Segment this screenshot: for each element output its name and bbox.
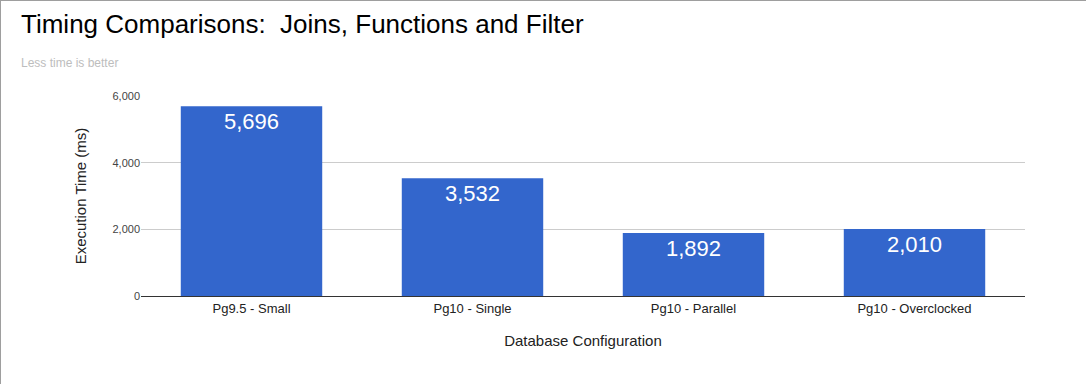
svg-text:6,000: 6,000 (112, 90, 140, 102)
svg-text:Pg9.5 - Small: Pg9.5 - Small (212, 301, 290, 316)
svg-text:0: 0 (134, 290, 140, 302)
svg-text:Execution Time (ms): Execution Time (ms) (72, 128, 89, 265)
svg-text:5,696: 5,696 (224, 109, 279, 134)
svg-text:2,000: 2,000 (112, 223, 140, 235)
svg-text:4,000: 4,000 (112, 157, 140, 169)
svg-text:2,010: 2,010 (887, 232, 942, 257)
svg-text:Database Configuration: Database Configuration (504, 332, 662, 349)
svg-text:Pg10 - Single: Pg10 - Single (433, 301, 511, 316)
svg-text:1,892: 1,892 (666, 236, 721, 261)
svg-text:Less time is better: Less time is better (21, 56, 118, 70)
svg-text:3,532: 3,532 (445, 181, 500, 206)
svg-text:Timing Comparisons: Joins, Fu: Timing Comparisons: Joins, Functions and… (21, 9, 584, 39)
svg-text:Pg10 - Overclocked: Pg10 - Overclocked (857, 301, 971, 316)
svg-text:Pg10 - Parallel: Pg10 - Parallel (651, 301, 736, 316)
